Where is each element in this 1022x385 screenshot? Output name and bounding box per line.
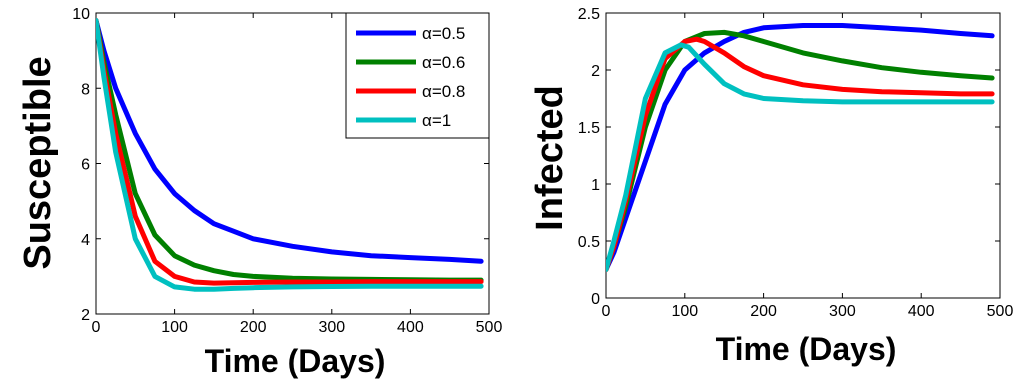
legend-label: α=1 bbox=[422, 111, 451, 130]
x-tick-label: 400 bbox=[908, 303, 935, 320]
x-tick-label: 500 bbox=[987, 303, 1014, 320]
x-tick-label: 400 bbox=[397, 319, 424, 336]
axes-frame bbox=[605, 12, 1001, 299]
y-tick-label: 2.5 bbox=[578, 6, 600, 23]
x-tick-label: 100 bbox=[671, 303, 698, 320]
series-line-3 bbox=[96, 18, 484, 286]
y-tick-label: 8 bbox=[81, 81, 90, 98]
y-tick-label: 6 bbox=[81, 157, 90, 174]
y-tick-label: 10 bbox=[72, 6, 90, 23]
y-tick-label: 0.5 bbox=[578, 234, 600, 251]
x-tick-label: 200 bbox=[750, 303, 777, 320]
y-tick-label: 2 bbox=[591, 63, 600, 80]
series-line-4 bbox=[606, 42, 995, 272]
y-axis-label: Infected bbox=[529, 85, 571, 231]
legend-label: α=0.5 bbox=[422, 24, 465, 43]
series-line-3 bbox=[606, 36, 995, 272]
y-tick-label: 0 bbox=[591, 291, 600, 308]
x-tick-label: 300 bbox=[829, 303, 856, 320]
x-tick-label: 0 bbox=[92, 319, 101, 336]
y-tick-label: 2 bbox=[81, 307, 90, 324]
series-line-4 bbox=[96, 18, 484, 292]
y-axis-label: Susceptible bbox=[17, 56, 59, 269]
y-tick-label: 4 bbox=[81, 232, 90, 249]
x-tick-label: 100 bbox=[161, 319, 188, 336]
chart-panel-1: 0 100 200 300 400 500 2 4 6 8 10 Time (Days) Suscept… bbox=[17, 6, 502, 379]
y-tick-label: 1.5 bbox=[578, 120, 600, 137]
x-tick-label: 0 bbox=[602, 303, 611, 320]
series-line-1 bbox=[606, 23, 995, 272]
x-tick-label: 500 bbox=[476, 319, 503, 336]
x-axis-label: Time (Days) bbox=[716, 331, 897, 367]
legend-label: α=0.6 bbox=[422, 53, 465, 72]
series-line-1 bbox=[96, 18, 484, 264]
x-tick-label: 300 bbox=[318, 319, 345, 336]
chart-panel-2: 0 100 200 300 400 500 0 0.5 1 1.5 2 2.5 Time (Days) I… bbox=[529, 6, 1013, 367]
legend: α=0.5 α=0.6 α=0.8 α=1 bbox=[345, 12, 490, 139]
x-tick-label: 200 bbox=[240, 319, 267, 336]
x-axis-label: Time (Days) bbox=[205, 343, 386, 379]
y-tick-label: 1 bbox=[591, 177, 600, 194]
legend-label: α=0.8 bbox=[422, 82, 465, 101]
